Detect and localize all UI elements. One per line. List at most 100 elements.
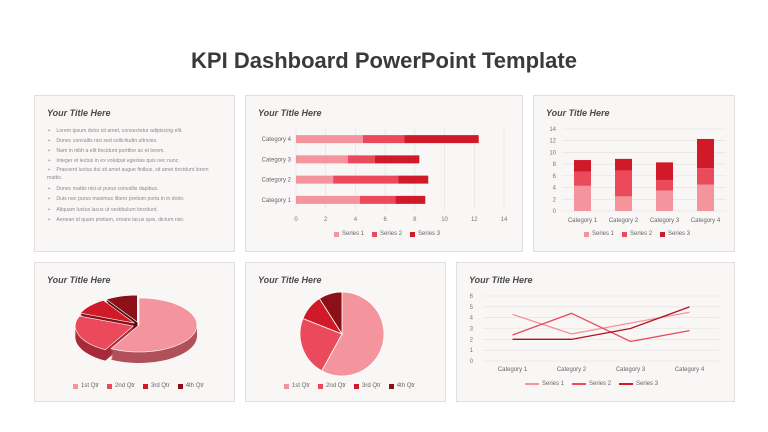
pie-slice: [318, 291, 343, 336]
bullet-item: ➢ Duis nec purus maximus libero pretium p…: [47, 196, 185, 203]
tick-label: 4: [553, 186, 557, 192]
tick-label: 4: [354, 217, 358, 223]
bar-segment: [615, 158, 632, 171]
tick-label: 12: [471, 217, 478, 223]
chart-legend: Series 1 Series 2 Series 3: [334, 231, 440, 237]
category-label: Category 2: [557, 367, 587, 373]
page-title: KPI Dashboard PowerPoint Template: [191, 48, 577, 73]
bar-segment: [656, 162, 673, 180]
legend-label: Series 1: [342, 231, 365, 237]
pie-slice: [321, 291, 385, 377]
chart-legend: Series 1 Series 2 Series 3: [584, 231, 690, 237]
bar-segment: [697, 138, 714, 169]
bar-segment: [333, 175, 399, 184]
legend-item: 2nd Qtr: [318, 383, 346, 389]
tick-label: 0: [553, 209, 557, 215]
bar-segment: [398, 175, 429, 184]
tick-label: 14: [501, 217, 508, 223]
bullet-item: ➢ Integer et lectus in ex volutpat egesta…: [47, 158, 180, 165]
hbar-chart: 0 2 4 6 8 10 12 14 Category 1 Category 2 Category …: [262, 129, 508, 223]
arrow-icon: ➢: [47, 128, 52, 134]
arrow-icon: ➢: [47, 148, 52, 155]
card-title: Your Title Here: [47, 275, 111, 285]
bar-segment: [395, 195, 426, 204]
legend-item: Series 3: [660, 231, 690, 237]
card-title: Your Title Here: [258, 275, 322, 285]
legend-swatch: [177, 383, 183, 389]
legend-label: Series 2: [630, 231, 653, 237]
tick-label: 5: [470, 305, 474, 311]
legend-label: 3rd Qtr: [362, 383, 381, 389]
legend-label: Series 3: [636, 381, 659, 387]
bar-segment: [574, 185, 591, 211]
legend-swatch: [73, 383, 78, 389]
legend-swatch: [354, 383, 360, 389]
category-label: Category 3: [262, 157, 292, 163]
legend-label: Series 1: [592, 231, 615, 237]
legend-label: 3rd Qtr: [151, 383, 170, 389]
bar-segment: [296, 135, 363, 144]
tick-label: 3: [470, 327, 474, 333]
card-title: Your Title Here: [546, 108, 610, 118]
legend-label: Series 3: [668, 231, 691, 237]
tick-label: 12: [549, 139, 556, 145]
bullet-item: ➢ Praesent luctus dui sit amet augue fini…: [47, 167, 209, 182]
bar-segment: [296, 195, 360, 204]
chart-legend: Series 1 Series 2 Series 3: [525, 381, 658, 387]
tick-label: 10: [441, 217, 448, 223]
category-label: Category 4: [691, 218, 721, 224]
tick-label: 0: [470, 359, 474, 365]
arrow-icon: ➢: [47, 216, 52, 223]
category-label: Category 2: [609, 218, 639, 224]
legend-label: 1st Qtr: [292, 383, 311, 389]
legend-swatch: [572, 383, 587, 385]
legend-item: 3rd Qtr: [354, 383, 381, 389]
legend-label: Series 3: [418, 231, 441, 237]
legend-swatch: [388, 383, 394, 389]
legend-label: 1st Qtr: [81, 383, 100, 389]
arrow-icon: ➢: [47, 138, 52, 145]
arrow-icon: ➢: [47, 167, 52, 174]
tick-label: 6: [470, 294, 474, 300]
tick-label: 4: [470, 316, 474, 322]
category-label: Category 3: [650, 218, 680, 224]
legend-swatch: [525, 383, 539, 385]
tick-label: 8: [413, 217, 417, 223]
pie-slice: [79, 299, 135, 324]
bullet-item: ➢ Donec mattis nisi ut purus convallis da…: [47, 186, 159, 193]
legend-swatch: [143, 383, 149, 389]
pie3d-chart: [75, 294, 198, 363]
legend-item: 1st Qtr: [284, 383, 310, 389]
bullet-item: ➢ Aliquam luctus lacus ut vestibulum tinc…: [47, 206, 158, 213]
legend-item: 4th Qtr: [177, 383, 205, 389]
card-title: Your Title Here: [258, 108, 322, 118]
bar-segment: [362, 135, 405, 144]
legend-item: Series 2: [622, 231, 652, 237]
category-label: Category 4: [262, 137, 292, 143]
legend-swatch: [584, 231, 589, 237]
category-label: Category 3: [616, 367, 646, 373]
category-label: Category 1: [262, 198, 292, 204]
tick-label: 6: [553, 174, 557, 180]
chart-legend: 1st Qtr 2nd Qtr 3rd Qtr 4th Qtr: [73, 383, 204, 389]
series-line: [512, 306, 690, 340]
bar-segment: [615, 170, 632, 197]
pie3d-card: Your Title Here 1st Qtr 2nd Qtr 3rd Qtr 4th…: [34, 262, 235, 402]
bullet-item: ➢ Donec convallis nisi sed sollicitudin u…: [47, 138, 158, 145]
bar-segment: [697, 168, 714, 185]
legend-label: Series 1: [542, 381, 565, 387]
tick-label: 2: [470, 337, 474, 343]
bullet-item: ➢ Lorem ipsum dolor sit amet, consectetur…: [47, 128, 183, 134]
line-chart: 0 1 2 3 4 5 6 Category 1 Category 2 Category 3 Cat…: [470, 294, 719, 373]
vbar-card: Your Title Here 0 2 4 6 8 10 12 14 Category 1 Cat…: [533, 95, 735, 252]
legend-item: Series 1: [525, 381, 564, 387]
bullet-item: ➢ Aenean id quam pretium, ornare lacus qu…: [47, 216, 185, 223]
legend-label: Series 2: [589, 381, 612, 387]
bar-segment: [348, 155, 375, 164]
legend-label: 4th Qtr: [185, 383, 205, 389]
line-card: Your Title Here 0 1 2 3 4 5 6 Category 1 Categor…: [456, 262, 735, 402]
legend-item: Series 2: [372, 231, 402, 237]
legend-label: 2nd Qtr: [115, 383, 136, 389]
vbar-chart: 0 2 4 6 8 10 12 14 Category 1 Category 2 Category …: [549, 127, 726, 224]
bar-segment: [374, 155, 420, 164]
